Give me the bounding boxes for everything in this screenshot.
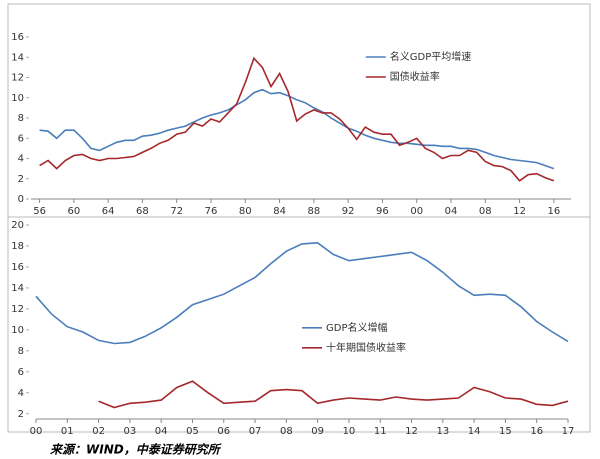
x-tick-label: 76: [205, 206, 218, 217]
legend-label: GDP名义增幅: [326, 321, 387, 334]
x-tick-label: 16: [547, 206, 560, 217]
y-tick-label: 10: [11, 93, 24, 104]
y-tick-label: 20: [11, 220, 24, 231]
x-tick-label: 06: [217, 426, 230, 437]
x-tick-label: 68: [136, 206, 149, 217]
x-tick-label: 16: [530, 426, 543, 437]
x-tick-label: 00: [30, 426, 43, 437]
y-tick-label: 16: [11, 262, 24, 273]
y-tick-label: 2: [18, 409, 24, 420]
x-tick-label: 72: [170, 206, 183, 217]
series-line: [39, 56, 555, 182]
x-tick-label: 15: [499, 426, 512, 437]
x-tick-label: 03: [124, 426, 137, 437]
x-tick-label: 08: [479, 206, 492, 217]
y-tick-label: 8: [18, 113, 24, 124]
series-line: [98, 380, 569, 409]
y-tick-label: 14: [11, 283, 24, 294]
y-tick-label: 4: [18, 388, 24, 399]
y-tick-label: 16: [11, 32, 24, 43]
x-tick-label: 84: [273, 206, 286, 217]
y-tick-label: 18: [11, 241, 24, 252]
y-tick-label: 2: [18, 174, 24, 185]
legend-label: 名义GDP平均增速: [390, 50, 471, 63]
frame: [7, 3, 591, 433]
x-tick-label: 96: [376, 206, 389, 217]
x-tick-label: 80: [239, 206, 252, 217]
x-tick-label: 10: [343, 426, 356, 437]
x-tick-label: 01: [61, 426, 74, 437]
series-line: [35, 241, 569, 345]
x-tick-label: 02: [92, 426, 105, 437]
x-tick-label: 14: [468, 426, 481, 437]
x-tick-label: 17: [562, 426, 575, 437]
y-tick-label: 0: [18, 194, 24, 205]
x-tick-label: 64: [102, 206, 115, 217]
x-tick-label: 12: [513, 206, 526, 217]
y-tick-label: 12: [11, 73, 24, 84]
x-tick-label: 12: [405, 426, 418, 437]
x-tick-label: 07: [249, 426, 262, 437]
x-tick-label: 92: [342, 206, 355, 217]
series-line: [39, 88, 555, 170]
x-tick-label: 13: [436, 426, 449, 437]
x-tick-label: 04: [155, 426, 168, 437]
y-tick-label: 8: [18, 346, 24, 357]
source-note: 来源：WIND，中泰证券研究所: [50, 443, 222, 457]
legend-label: 十年期国债收益率: [326, 341, 406, 354]
x-tick-label: 00: [410, 206, 423, 217]
y-tick-label: 14: [11, 52, 24, 63]
x-tick-label: 09: [311, 426, 324, 437]
x-tick-label: 04: [445, 206, 458, 217]
x-tick-label: 05: [186, 426, 199, 437]
x-tick-label: 60: [67, 206, 80, 217]
x-tick-label: 56: [33, 206, 46, 217]
x-tick-label: 08: [280, 426, 293, 437]
legend-label: 国债收益率: [390, 70, 440, 83]
x-tick-label: 11: [374, 426, 387, 437]
y-tick-label: 6: [18, 133, 24, 144]
y-tick-label: 10: [11, 325, 24, 336]
x-tick-label: 88: [307, 206, 320, 217]
y-tick-label: 4: [18, 154, 24, 165]
y-tick-label: 6: [18, 367, 24, 378]
y-tick-label: 12: [11, 304, 24, 315]
